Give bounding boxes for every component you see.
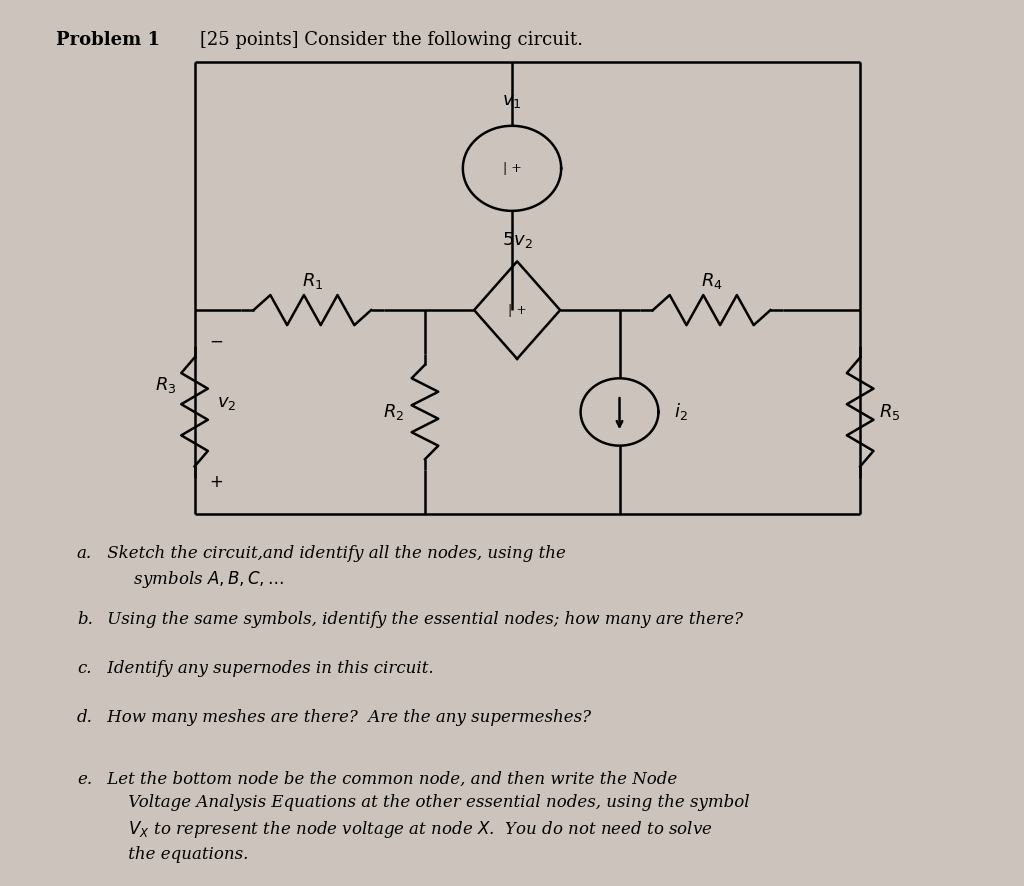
Text: Sketch the circuit,and identify all the nodes, using the
      symbols $A, B, C,: Sketch the circuit,and identify all the … <box>102 545 566 590</box>
Text: Identify any supernodes in this circuit.: Identify any supernodes in this circuit. <box>102 660 434 677</box>
Text: | +: | + <box>503 162 521 175</box>
Text: $R_5$: $R_5$ <box>879 402 900 422</box>
Text: $v_2$: $v_2$ <box>217 394 237 412</box>
Text: $-$: $-$ <box>209 332 223 350</box>
Text: $R_4$: $R_4$ <box>700 270 723 291</box>
Text: $i_2$: $i_2$ <box>674 401 687 423</box>
Text: How many meshes are there?  Are the any supermeshes?: How many meshes are there? Are the any s… <box>102 709 592 726</box>
Text: | +: | + <box>508 304 526 316</box>
Text: b.: b. <box>77 611 93 628</box>
Text: Let the bottom node be the common node, and then write the Node
     Voltage Ana: Let the bottom node be the common node, … <box>102 771 750 863</box>
Text: Problem 1: Problem 1 <box>56 31 161 49</box>
Text: c.: c. <box>77 660 91 677</box>
Text: $R_2$: $R_2$ <box>383 402 404 422</box>
Text: $v_1$: $v_1$ <box>502 92 522 110</box>
Text: $5v_2$: $5v_2$ <box>502 229 532 250</box>
Text: $+$: $+$ <box>209 474 223 492</box>
Text: $R_1$: $R_1$ <box>302 270 323 291</box>
Text: [25 points] Consider the following circuit.: [25 points] Consider the following circu… <box>200 31 583 49</box>
Text: d.: d. <box>77 709 93 726</box>
Text: $R_3$: $R_3$ <box>155 376 176 395</box>
Text: Using the same symbols, identify the essential nodes; how many are there?: Using the same symbols, identify the ess… <box>102 611 743 628</box>
Text: e.: e. <box>77 771 92 788</box>
Text: a.: a. <box>77 545 92 562</box>
